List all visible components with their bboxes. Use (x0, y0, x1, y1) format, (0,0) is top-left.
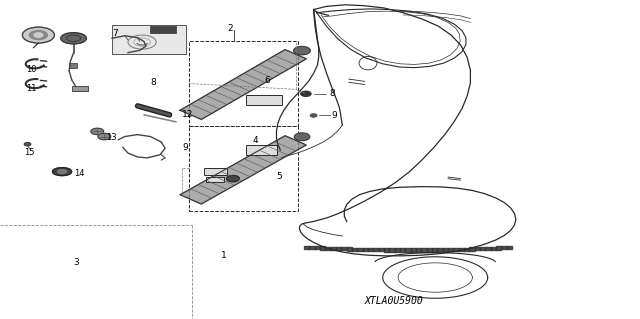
Text: 12: 12 (182, 110, 194, 119)
Text: 9: 9 (332, 111, 337, 120)
Text: 8: 8 (330, 89, 335, 98)
Circle shape (29, 31, 47, 40)
Circle shape (227, 175, 239, 182)
Text: 8: 8 (150, 78, 156, 87)
Bar (246, 95, 282, 105)
Text: 15: 15 (24, 148, 35, 157)
Text: 2: 2 (227, 24, 233, 33)
Circle shape (91, 128, 104, 135)
Circle shape (34, 33, 43, 37)
Bar (246, 145, 277, 155)
Bar (206, 177, 224, 182)
Bar (112, 25, 186, 54)
Circle shape (294, 133, 310, 141)
Circle shape (22, 27, 54, 43)
Text: 1: 1 (221, 251, 227, 260)
Polygon shape (180, 136, 306, 204)
Circle shape (301, 91, 311, 96)
Circle shape (310, 114, 317, 117)
Text: 11: 11 (26, 84, 36, 93)
Ellipse shape (61, 33, 86, 44)
Circle shape (98, 133, 111, 140)
Bar (189, 126, 298, 211)
Text: 3: 3 (74, 258, 79, 267)
Text: XTLA0U5900: XTLA0U5900 (364, 296, 423, 306)
Text: 5: 5 (276, 172, 282, 181)
Text: 10: 10 (26, 65, 36, 74)
Bar (204, 168, 227, 175)
Text: 6: 6 (264, 76, 270, 85)
Circle shape (24, 143, 31, 146)
Bar (72, 86, 88, 91)
Bar (69, 63, 77, 68)
Text: 14: 14 (74, 169, 84, 178)
Bar (189, 41, 298, 126)
Text: 13: 13 (106, 133, 116, 142)
Text: 4: 4 (253, 137, 259, 145)
Ellipse shape (52, 167, 72, 175)
Text: 9: 9 (182, 143, 188, 152)
Ellipse shape (58, 170, 67, 174)
Circle shape (294, 47, 310, 55)
Text: 7: 7 (112, 29, 118, 38)
Bar (150, 26, 176, 33)
Polygon shape (180, 50, 307, 119)
